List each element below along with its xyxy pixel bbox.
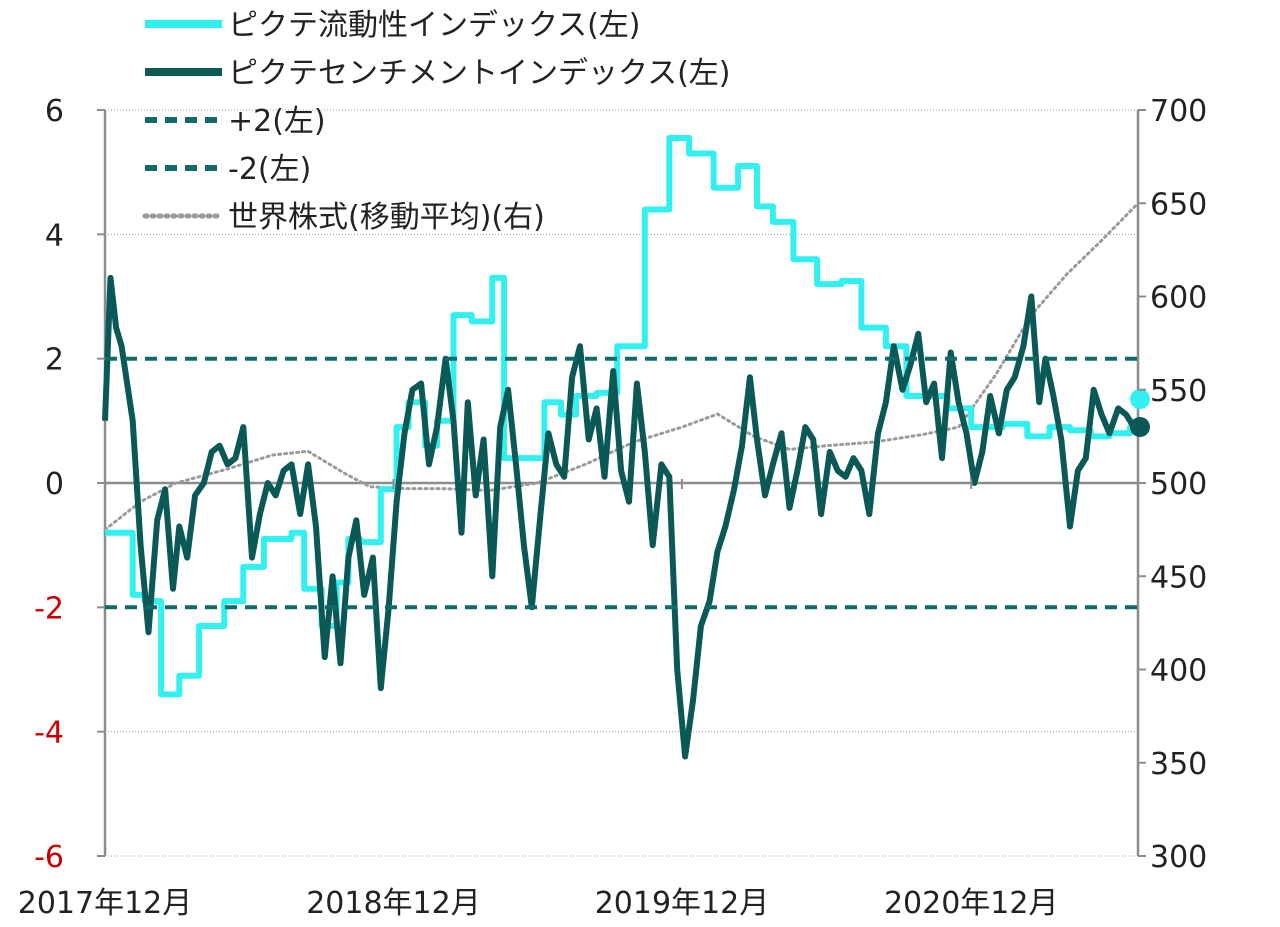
- end-marker: [1130, 389, 1150, 410]
- legend-label: +2(左): [228, 104, 326, 139]
- left-tick-label: 2: [45, 343, 64, 378]
- legend-label: ピクテセンチメントインデックス(左): [228, 56, 731, 91]
- x-tick-label: 2018年12月: [306, 886, 481, 921]
- left-tick-label: 0: [45, 467, 64, 502]
- right-tick-label: 500: [1150, 467, 1207, 502]
- right-tick-label: 450: [1150, 560, 1207, 595]
- left-tick-label: -2: [34, 591, 64, 626]
- left-tick-label: -4: [34, 716, 64, 751]
- legend-label: -2(左): [228, 152, 311, 187]
- series-line: [105, 135, 1138, 698]
- x-tick-label: 2017年12月: [18, 886, 193, 921]
- gridlines: [105, 109, 1138, 857]
- left-tick-label: 6: [45, 94, 64, 129]
- right-tick-label: 600: [1150, 281, 1207, 316]
- right-tick-label: 700: [1150, 94, 1207, 129]
- left-tick-label: -6: [34, 840, 64, 875]
- x-axis-ticks: 2017年12月 2018年12月 2019年12月 2020年12月: [18, 479, 1059, 921]
- right-tick-label: 350: [1150, 747, 1207, 782]
- right-tick-label: 550: [1150, 374, 1207, 409]
- legend: ピクテ流動性インデックス(左) ピクテセンチメントインデックス(左) +2(左) -2…: [142, 8, 731, 235]
- x-tick-label: 2019年12月: [595, 886, 770, 921]
- series-line: [102, 274, 1137, 760]
- series-layer: [102, 135, 1150, 760]
- left-axis-ticks: 6 4 2 0 -2 -4 -6: [34, 94, 105, 875]
- right-tick-label: 300: [1150, 840, 1207, 875]
- right-axis-ticks: 700 650 600 550 500 450 400 350 300: [1138, 94, 1207, 875]
- end-marker: [1130, 417, 1150, 438]
- legend-label: 世界株式(移動平均)(右): [228, 200, 545, 235]
- left-tick-label: 4: [45, 218, 64, 253]
- right-tick-label: 650: [1150, 187, 1207, 222]
- right-tick-label: 400: [1150, 654, 1207, 689]
- legend-label: ピクテ流動性インデックス(左): [228, 8, 641, 43]
- x-tick-label: 2020年12月: [884, 886, 1059, 921]
